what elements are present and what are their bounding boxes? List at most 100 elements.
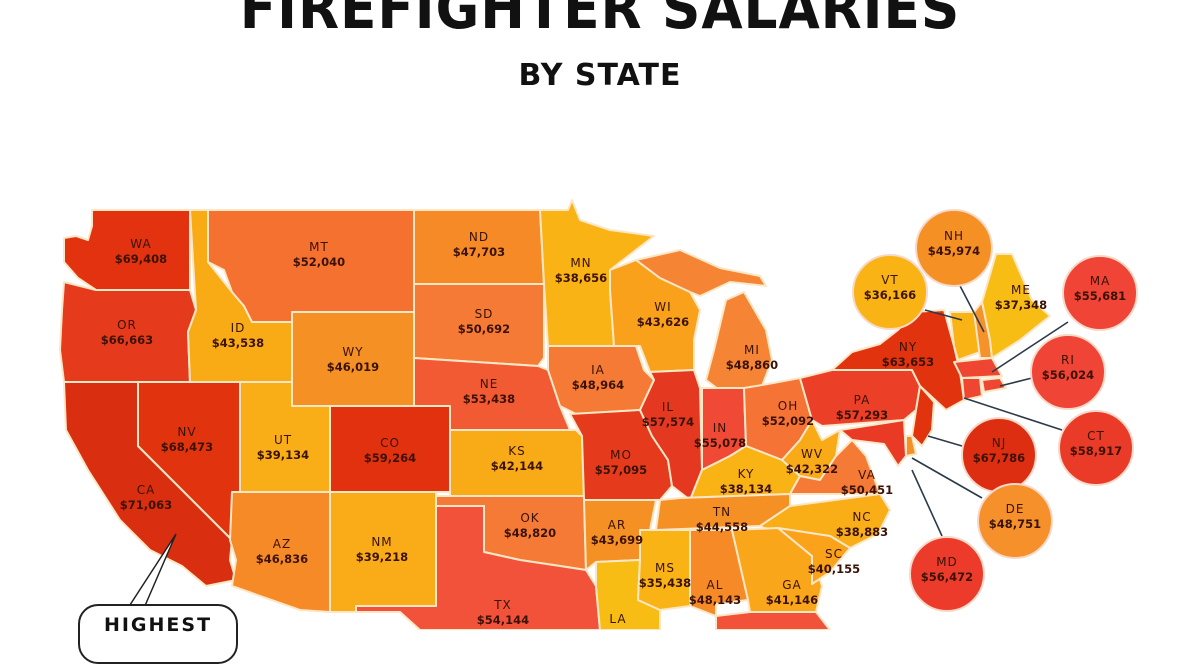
svg-text:PA: PA: [854, 393, 871, 407]
leader-DE: [911, 457, 983, 499]
highest-callout: HIGHEST: [78, 604, 238, 664]
leader-VT: [924, 309, 963, 321]
svg-text:$38,134: $38,134: [720, 482, 772, 496]
state-IL[interactable]: [639, 369, 703, 501]
state-VA[interactable]: [789, 439, 881, 495]
svg-text:$39,218: $39,218: [356, 550, 408, 564]
svg-text:NH: NH: [944, 229, 964, 243]
svg-text:CT: CT: [1087, 429, 1105, 443]
svg-text:OR: OR: [117, 318, 137, 332]
svg-text:$45,974: $45,974: [928, 244, 980, 258]
svg-text:IA: IA: [591, 363, 605, 377]
state-RI[interactable]: [981, 377, 1007, 393]
svg-text:MS: MS: [655, 561, 675, 575]
state-WY[interactable]: [291, 311, 415, 407]
svg-text:MI: MI: [744, 343, 760, 357]
us-salary-map: WA$69,408 OR$66,663 CA$71,063 NV$68,473 …: [59, 199, 1138, 630]
svg-text:WI: WI: [654, 300, 671, 314]
svg-text:$41,146: $41,146: [766, 593, 818, 607]
state-MI[interactable]: [705, 291, 773, 393]
svg-text:WA: WA: [130, 237, 151, 251]
svg-text:MA: MA: [1090, 274, 1111, 288]
svg-text:$36,166: $36,166: [864, 288, 916, 302]
svg-text:$47,703: $47,703: [453, 245, 505, 259]
svg-text:NY: NY: [899, 340, 917, 354]
svg-text:$66,663: $66,663: [101, 333, 153, 347]
svg-text:$40,155: $40,155: [808, 562, 860, 576]
svg-text:$55,681: $55,681: [1074, 289, 1126, 303]
svg-text:CA: CA: [137, 483, 156, 497]
state-MN[interactable]: [539, 199, 655, 347]
state-CT[interactable]: [961, 377, 983, 401]
svg-text:OK: OK: [520, 511, 539, 525]
svg-text:$57,293: $57,293: [836, 408, 888, 422]
svg-text:$48,751: $48,751: [989, 517, 1041, 531]
svg-text:$42,144: $42,144: [491, 459, 543, 473]
svg-text:$48,820: $48,820: [504, 526, 556, 540]
svg-text:TN: TN: [712, 505, 731, 519]
svg-text:$57,574: $57,574: [642, 415, 694, 429]
state-SC[interactable]: [777, 527, 851, 585]
svg-text:GA: GA: [782, 578, 802, 592]
svg-text:VT: VT: [881, 273, 899, 287]
bubble-CT[interactable]: [1058, 410, 1134, 486]
state-labels: WA$69,408 OR$66,663 CA$71,063 NV$68,473 …: [101, 229, 1126, 627]
svg-text:$46,019: $46,019: [327, 360, 379, 374]
svg-text:MN: MN: [570, 256, 591, 270]
state-SD[interactable]: [413, 283, 545, 367]
svg-text:KS: KS: [508, 444, 526, 458]
svg-text:AL: AL: [707, 578, 724, 592]
svg-text:$52,040: $52,040: [293, 255, 345, 269]
svg-text:NV: NV: [177, 425, 196, 439]
svg-text:$67,786: $67,786: [973, 451, 1025, 465]
svg-text:WY: WY: [342, 345, 363, 359]
svg-text:$50,692: $50,692: [458, 322, 510, 336]
svg-text:NE: NE: [480, 377, 499, 391]
state-MA[interactable]: [953, 357, 1003, 379]
svg-text:AR: AR: [608, 518, 627, 532]
svg-text:SC: SC: [825, 547, 843, 561]
svg-text:$54,144: $54,144: [477, 613, 529, 627]
svg-text:ID: ID: [231, 321, 246, 335]
svg-text:$39,134: $39,134: [257, 448, 309, 462]
svg-text:$42,322: $42,322: [786, 462, 838, 476]
callout-label: HIGHEST: [103, 614, 213, 636]
svg-text:$48,860: $48,860: [726, 358, 778, 372]
svg-text:$38,883: $38,883: [836, 525, 888, 539]
state-MI-upper[interactable]: [635, 249, 767, 297]
bubble-MA[interactable]: [1062, 255, 1138, 331]
svg-text:$53,438: $53,438: [463, 392, 515, 406]
bubble-RI[interactable]: [1030, 334, 1106, 410]
state-WA[interactable]: [63, 209, 191, 291]
leader-NH: [957, 281, 985, 333]
svg-text:SD: SD: [475, 307, 494, 321]
svg-text:$56,472: $56,472: [921, 570, 973, 584]
leader-MA: [991, 321, 1069, 373]
svg-text:IN: IN: [713, 421, 728, 435]
svg-text:$58,917: $58,917: [1070, 444, 1122, 458]
svg-text:$38,656: $38,656: [555, 271, 607, 285]
bubble-DE[interactable]: [977, 483, 1053, 559]
svg-text:$69,408: $69,408: [115, 252, 167, 266]
svg-text:$43,699: $43,699: [591, 533, 643, 547]
svg-text:NC: NC: [852, 510, 871, 524]
svg-text:MD: MD: [936, 555, 958, 569]
bubble-NH[interactable]: [915, 209, 993, 287]
svg-text:$59,264: $59,264: [364, 451, 416, 465]
leader-NJ: [927, 435, 963, 447]
svg-text:$71,063: $71,063: [120, 498, 172, 512]
svg-text:RI: RI: [1061, 353, 1075, 367]
svg-text:CO: CO: [380, 436, 400, 450]
svg-text:TX: TX: [493, 598, 512, 612]
leader-MD: [911, 469, 943, 537]
svg-text:$48,143: $48,143: [689, 593, 741, 607]
state-OR[interactable]: [59, 281, 197, 383]
state-ME[interactable]: [981, 253, 1051, 359]
bubble-VT[interactable]: [852, 254, 928, 330]
state-FL[interactable]: [715, 611, 831, 630]
svg-text:$44,558: $44,558: [696, 520, 748, 534]
state-MD[interactable]: [839, 419, 907, 467]
bubble-MD[interactable]: [909, 536, 985, 612]
page-title: FIREFIGHTER SALARIES: [239, 0, 961, 42]
state-VT[interactable]: [949, 311, 981, 361]
